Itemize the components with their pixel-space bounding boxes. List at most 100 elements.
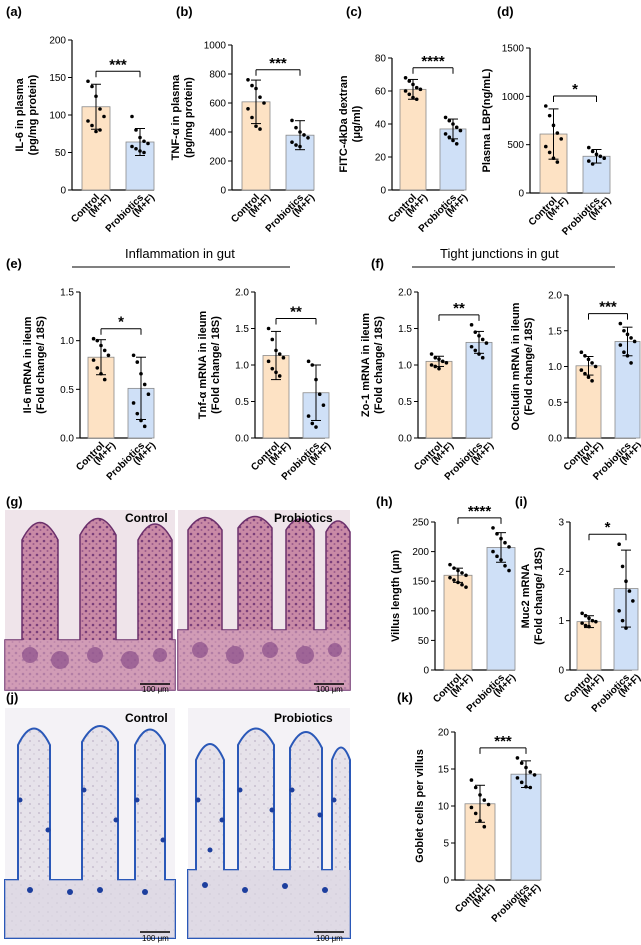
data-point <box>134 146 138 151</box>
data-point <box>473 785 478 790</box>
data-point <box>134 128 138 132</box>
data-point <box>266 359 271 364</box>
y-tick-label: 0.5 <box>235 397 249 408</box>
y-axis-label: Zo-1 mRNA in ileum <box>360 313 372 417</box>
y-tick-label: 1000 <box>204 41 227 52</box>
data-point <box>258 95 262 99</box>
bar-probiotics <box>486 547 516 671</box>
y-tick-label: 2 <box>558 567 564 578</box>
data-point <box>94 94 98 99</box>
data-point <box>250 115 254 120</box>
data-point <box>484 341 489 345</box>
panel-label-i: (i) <box>515 494 527 509</box>
y-axis-label: TNF-α in plasma <box>170 74 182 160</box>
data-point <box>458 128 463 133</box>
chart-occludin-mrna-ileum: 0.0 0.5 1.0 1.5 2.0 Occludin mRNA in ileum (Fo… <box>510 291 641 483</box>
data-point <box>444 361 449 365</box>
data-point <box>142 150 146 155</box>
y-tick-label: 60 <box>375 87 387 98</box>
he-micrograph-probiotics <box>177 510 351 691</box>
y-tick-label: 1.0 <box>60 336 74 347</box>
y-axis-label: (Fold change/ 18S) <box>210 316 222 414</box>
data-point <box>131 401 136 405</box>
data-point <box>473 330 478 334</box>
y-tick-label: 500 <box>507 140 524 151</box>
y-tick-label: 800 <box>209 70 226 81</box>
y-axis-label: Muc2 mRNA <box>520 564 532 629</box>
data-point <box>102 348 107 353</box>
data-point <box>515 776 520 780</box>
data-point <box>586 145 591 150</box>
data-point <box>437 366 441 371</box>
data-point <box>246 78 250 82</box>
data-point <box>142 139 146 144</box>
significance-label: ** <box>453 300 465 317</box>
y-tick-label: 2.0 <box>548 291 562 302</box>
data-point <box>146 392 151 397</box>
data-point <box>310 363 315 367</box>
y-tick-label: 600 <box>209 99 226 110</box>
ab-control-scale-label: 100 μm <box>142 934 169 943</box>
y-tick-label: 100 <box>49 111 66 122</box>
y-axis-label: Il-6 mRNA in ileum <box>22 316 34 413</box>
y-tick-label: 1.5 <box>60 288 74 299</box>
y-tick-label: 150 <box>412 577 429 588</box>
y-tick-label: 0 <box>518 189 524 200</box>
ab-micrograph-probiotics <box>187 708 351 939</box>
data-point <box>590 361 594 365</box>
bar-control <box>425 360 453 439</box>
data-point <box>94 129 98 134</box>
significance-label: **** <box>468 503 492 520</box>
data-point <box>281 355 286 360</box>
panel-label-k: (k) <box>397 690 413 705</box>
he-probiotics-scale-label: 100 μm <box>316 685 343 694</box>
significance-label: **** <box>421 53 445 70</box>
data-point <box>452 578 456 582</box>
data-point <box>306 359 311 364</box>
y-tick-label: 0.0 <box>548 434 562 445</box>
y-tick-label: 1.5 <box>398 324 412 335</box>
data-point <box>277 374 282 378</box>
data-point <box>602 156 607 160</box>
data-point <box>86 79 90 84</box>
data-point <box>617 609 621 613</box>
data-point <box>583 353 587 358</box>
y-axis-label: (Fold change/ 18S) <box>523 317 535 415</box>
data-point <box>590 149 595 154</box>
data-point <box>590 379 594 383</box>
data-point <box>503 540 507 545</box>
bar-probiotics <box>465 341 493 439</box>
data-point <box>507 568 511 573</box>
data-point <box>139 418 143 423</box>
y-tick-label: 0.5 <box>398 397 412 408</box>
data-point <box>495 554 499 559</box>
data-point <box>482 798 487 802</box>
data-point <box>447 135 452 139</box>
y-tick-label: 1.0 <box>398 361 412 372</box>
chart-tnfa-mrna-ileum: 0.0 0.5 1.0 1.5 2.0 Tnf-α mRNA in ileum (Fold … <box>197 288 333 483</box>
y-tick-label: 200 <box>49 36 66 47</box>
data-point <box>294 143 298 147</box>
data-point <box>624 626 628 630</box>
data-point <box>317 392 322 397</box>
y-tick-label: 80 <box>375 54 387 65</box>
data-point <box>98 107 102 111</box>
data-point <box>437 357 441 361</box>
data-point <box>594 619 598 624</box>
data-point <box>98 128 102 132</box>
data-point <box>469 323 474 327</box>
data-point <box>590 618 595 623</box>
data-point <box>306 414 311 418</box>
data-point <box>478 819 482 823</box>
data-point <box>491 549 495 554</box>
data-point <box>555 160 560 164</box>
y-tick-label: 20 <box>438 728 450 739</box>
data-point <box>586 375 591 380</box>
data-point <box>515 756 520 760</box>
data-point <box>433 364 438 369</box>
data-point <box>622 350 626 355</box>
